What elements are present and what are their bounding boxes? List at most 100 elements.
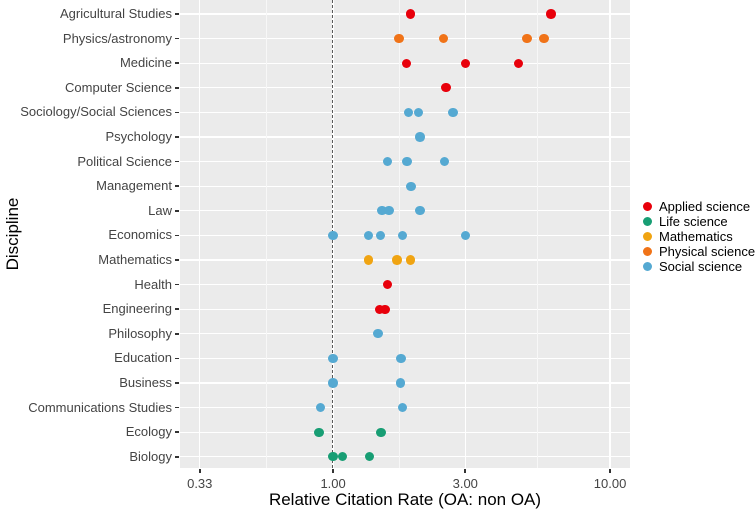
y-axis-label: Education	[114, 350, 172, 366]
y-axis-tick	[175, 333, 179, 335]
legend-label: Physical science	[659, 243, 756, 259]
legend-label: Applied science	[659, 198, 751, 214]
y-axis-label: Physics/astronomy	[62, 30, 172, 46]
y-axis-tick	[175, 13, 179, 15]
data-point	[328, 353, 338, 364]
data-point	[401, 58, 412, 68]
legend-swatch	[643, 216, 652, 226]
y-axis-label: Agricultural Studies	[60, 6, 172, 21]
data-point	[380, 304, 390, 314]
gridline-vertical-minor	[537, 0, 539, 468]
data-point	[397, 402, 408, 413]
gridline-vertical-major	[199, 0, 201, 468]
x-axis-tick-label: 3.00	[452, 476, 478, 491]
legend-swatch	[643, 201, 652, 211]
x-axis-tick-label: 1.00	[320, 476, 346, 491]
y-axis-label: Business	[119, 375, 172, 390]
data-point	[384, 206, 394, 216]
y-axis-tick	[175, 62, 179, 64]
gridline-horizontal	[180, 308, 630, 310]
y-axis-label: Political Science	[77, 153, 172, 169]
x-axis-tick	[464, 469, 467, 473]
y-axis-label: Ecology	[125, 424, 172, 440]
y-axis-label: Medicine	[119, 55, 172, 71]
y-axis-tick	[175, 456, 179, 458]
legend-swatch	[643, 261, 652, 271]
gridline-horizontal	[180, 333, 630, 335]
data-point	[328, 452, 338, 462]
y-axis-label: Law	[148, 202, 172, 218]
data-point	[376, 427, 386, 437]
data-point	[373, 329, 383, 339]
legend-label: Mathematics	[659, 228, 733, 244]
x-axis-tick	[609, 469, 611, 473]
data-point	[460, 230, 470, 241]
gridline-horizontal	[180, 185, 630, 187]
y-axis-tick	[175, 37, 179, 40]
gridline-horizontal	[180, 136, 630, 138]
data-point	[513, 58, 523, 68]
gridline-horizontal	[180, 13, 630, 15]
legend-item: Social science	[643, 259, 742, 274]
data-point	[394, 33, 404, 44]
data-point	[314, 427, 324, 437]
y-axis-label: Computer Science	[65, 79, 172, 95]
data-point	[539, 33, 549, 44]
data-point	[460, 58, 470, 68]
gridline-vertical-major	[609, 0, 611, 468]
data-point	[448, 107, 458, 118]
y-axis-tick	[175, 382, 179, 384]
data-point	[403, 107, 414, 118]
y-axis-label: Psychology	[105, 129, 172, 144]
y-axis-label: Economics	[108, 227, 172, 243]
y-axis-label: Health	[134, 276, 172, 292]
legend-label: Social science	[659, 258, 743, 274]
data-point	[382, 279, 393, 290]
y-axis-tick	[175, 234, 179, 237]
data-point	[415, 132, 425, 142]
y-axis-title: Discipline	[3, 197, 22, 271]
legend-item: Life science	[643, 214, 728, 229]
gridline-horizontal	[180, 456, 630, 458]
gridline-horizontal	[180, 87, 630, 89]
data-point	[438, 33, 449, 44]
legend-item: Physical science	[643, 244, 755, 259]
y-axis-label: Sociology/Social Sciences	[20, 104, 172, 120]
legend-item: Applied science	[643, 199, 750, 214]
data-point	[405, 255, 416, 265]
data-point	[413, 107, 423, 118]
y-axis-tick	[175, 259, 179, 261]
data-point	[364, 452, 374, 462]
data-point	[522, 33, 532, 44]
gridline-horizontal	[180, 259, 630, 261]
data-point	[392, 255, 402, 265]
y-axis-tick	[175, 308, 179, 310]
legend-item: Mathematics	[643, 229, 733, 244]
data-point	[374, 304, 385, 314]
legend-label: Life science	[659, 213, 728, 229]
gridline-horizontal	[180, 210, 630, 212]
data-point	[439, 156, 449, 167]
data-point	[337, 452, 348, 462]
gridline-horizontal	[180, 37, 630, 40]
y-axis-label: Engineering	[102, 301, 172, 317]
y-axis-tick	[175, 431, 179, 433]
data-point	[405, 9, 416, 19]
y-axis-tick	[175, 185, 179, 187]
data-point	[406, 181, 416, 191]
y-axis-tick	[175, 283, 179, 286]
y-axis-label: Communications Studies	[28, 399, 172, 415]
y-axis-tick	[175, 136, 179, 138]
y-axis-tick	[175, 111, 179, 114]
gridline-vertical-minor	[265, 0, 267, 468]
x-axis-tick	[332, 469, 334, 473]
x-axis-title: Relative Citation Rate (OA: non OA)	[268, 490, 542, 509]
y-axis-tick	[175, 357, 179, 360]
y-axis-label: Mathematics	[98, 252, 172, 267]
gridline-horizontal	[180, 283, 630, 286]
y-axis-label: Management	[96, 178, 172, 194]
data-point	[382, 156, 393, 167]
x-axis-tick	[198, 469, 201, 473]
y-axis-tick	[175, 406, 179, 409]
